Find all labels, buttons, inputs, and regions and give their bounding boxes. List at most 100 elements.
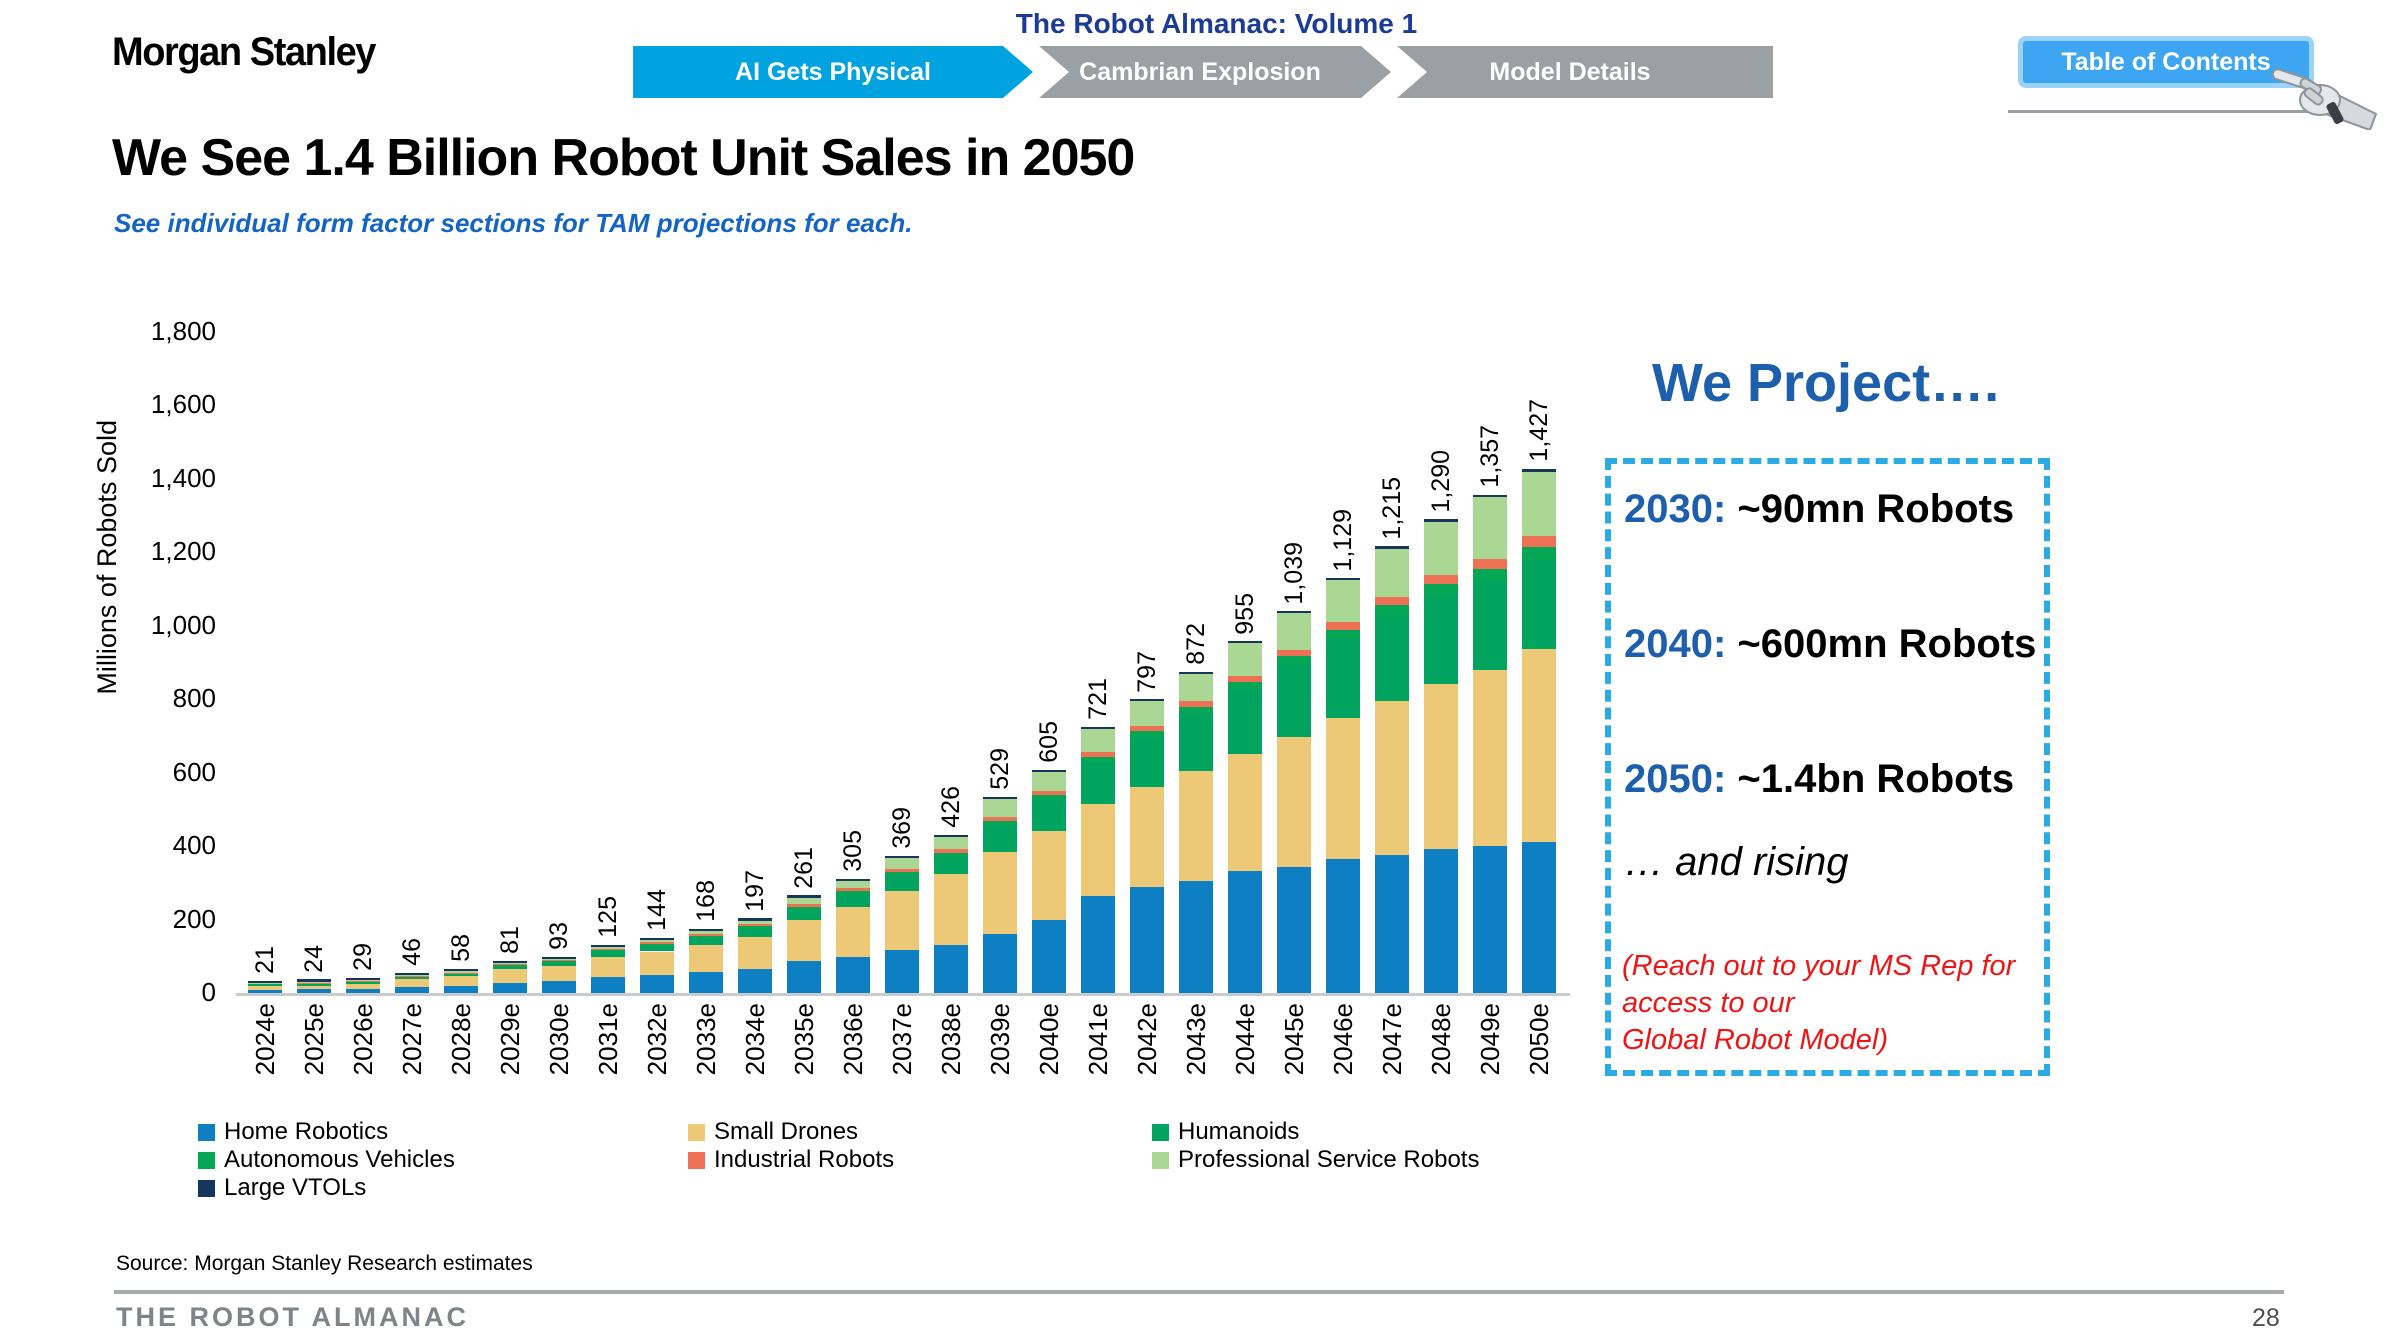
legend-item-small-drones: Small Drones [688,1118,894,1146]
bar-segment-autonomous-vehicles [787,906,821,911]
bar-segment-professional-service-robots [395,975,429,977]
bar-segment-humanoids [1228,688,1262,754]
y-axis-tick-label: 1,400 [150,462,216,493]
projection-year: 2030: [1624,487,1738,531]
bar-segment-professional-service-robots [640,940,674,943]
bar-segment-small-drones [591,956,625,978]
bar-segment-autonomous-vehicles [983,820,1017,826]
bar-value-label: 605 [1035,721,1063,763]
bar-value-label: 58 [447,934,475,963]
projection-note-line1: (Reach out to your MS Rep for access to … [1622,950,2016,1019]
bar-segment-industrial-robots [787,904,821,907]
bar-segment-large-vtols [1326,578,1360,581]
tab-ai-gets-physical[interactable]: AI Gets Physical [633,46,1033,98]
legend-item-humanoids: Humanoids [1152,1118,1479,1146]
bar-segment-humanoids [1130,736,1164,788]
bar-segment-autonomous-vehicles [836,891,870,895]
morgan-stanley-logo: Morgan Stanley [112,30,376,74]
bar-segment-small-drones [297,985,331,990]
x-axis-label: 2048e [1426,1003,1456,1076]
bar-segment-professional-service-robots [297,981,331,983]
bar-segment-small-drones [934,873,968,945]
x-axis-label: 2040e [1034,1003,1064,1076]
bar-segment-humanoids [493,966,527,970]
bar-segment-autonomous-vehicles [885,871,919,876]
bar-segment-humanoids [1326,639,1360,718]
projection-year: 2050: [1624,757,1738,801]
projection-heading: We Project…. [1652,353,2000,413]
x-axis-label: 2033e [691,1003,721,1076]
bar-segment-large-vtols [885,855,919,858]
bar-segment-autonomous-vehicles [738,926,772,930]
bar-segment-small-drones [1081,803,1115,896]
bar-value-label: 721 [1084,678,1112,721]
y-axis-tick-label: 200 [172,903,216,934]
bar-value-label: 1,357 [1476,425,1504,488]
bar-segment-professional-service-robots [738,920,772,925]
bar-segment-industrial-robots [297,982,331,984]
bar-segment-industrial-robots [346,981,380,983]
bar-segment-large-vtols [542,956,576,959]
bar-segment-industrial-robots [1375,597,1409,606]
legend-swatch-icon [198,1179,215,1197]
projection-box [1605,458,2050,1076]
bar-segment-home-robotics [1130,886,1164,993]
bar-segment-industrial-robots [1130,726,1164,732]
bar-segment-autonomous-vehicles [1522,546,1556,561]
x-axis-label: 2034e [740,1003,770,1076]
bar-segment-large-vtols [1032,769,1066,772]
legend-item-home-robotics: Home Robotics [198,1118,455,1146]
legend-label: Large VTOLs [224,1174,367,1201]
bar-segment-autonomous-vehicles [1424,584,1458,596]
bar-segment-small-drones [1179,771,1213,882]
y-axis-tick-label: 600 [172,756,216,787]
page-number: 28 [2252,1304,2280,1332]
bar-value-label: 872 [1182,623,1210,665]
bar-value-label: 1,129 [1329,508,1357,572]
tab-cambrian-explosion[interactable]: Cambrian Explosion [1009,46,1391,98]
bar-value-label: 1,039 [1280,541,1308,605]
y-axis-tick-label: 0 [201,977,216,1007]
x-axis-label: 2027e [397,1003,427,1076]
bar-value-label: 168 [692,880,720,923]
bar-segment-small-drones [1130,787,1164,887]
page-subtitle: See individual form factor sections for … [114,208,913,238]
bar-segment-industrial-robots [444,972,478,974]
bar-segment-humanoids [885,875,919,891]
bar-segment-humanoids [1277,664,1311,738]
tab-model-details[interactable]: Model Details [1397,46,1773,98]
bar-segment-large-vtols [787,895,821,898]
bar-segment-industrial-robots [885,868,919,872]
bar-segment-small-drones [1277,737,1311,868]
legend-label: Autonomous Vehicles [224,1146,455,1173]
bar-segment-home-robotics [934,944,968,993]
bar-segment-humanoids [1179,713,1213,772]
bar-segment-large-vtols [1375,546,1409,549]
bar-segment-large-vtols [689,929,723,932]
bar-segment-large-vtols [738,918,772,921]
bar-segment-professional-service-robots [1081,729,1115,753]
bar-value-label: 24 [300,944,328,973]
table-of-contents-button[interactable]: Table of Contents [2018,36,2314,88]
bar-segment-autonomous-vehicles [1032,794,1066,800]
bar-segment-home-robotics [1032,919,1066,993]
bar-segment-autonomous-vehicles [395,977,429,979]
source-note: Source: Morgan Stanley Research estimate… [116,1252,533,1275]
x-axis-label: 2025e [299,1003,329,1076]
bar-segment-home-robotics [297,989,331,993]
projection-rising-text: … and rising [1624,840,1849,884]
legend-item-autonomous-vehicles: Autonomous Vehicles [198,1146,455,1174]
legend-column: Humanoids Professional Service Robots [1152,1118,1479,1174]
bar-segment-autonomous-vehicles [1473,568,1507,581]
bar-segment-humanoids [1032,799,1066,832]
bar-segment-large-vtols [836,879,870,882]
bar-segment-professional-service-robots [1228,643,1262,676]
bar-segment-autonomous-vehicles [934,852,968,857]
bar-segment-professional-service-robots [1522,471,1556,536]
bar-segment-humanoids [346,983,380,985]
bar-value-label: 81 [496,926,524,955]
bar-segment-professional-service-robots [1130,701,1164,727]
bar-segment-humanoids [836,894,870,907]
bar-segment-home-robotics [1228,871,1262,993]
projection-item-2050: 2050: ~1.4bn Robots [1624,757,2014,802]
